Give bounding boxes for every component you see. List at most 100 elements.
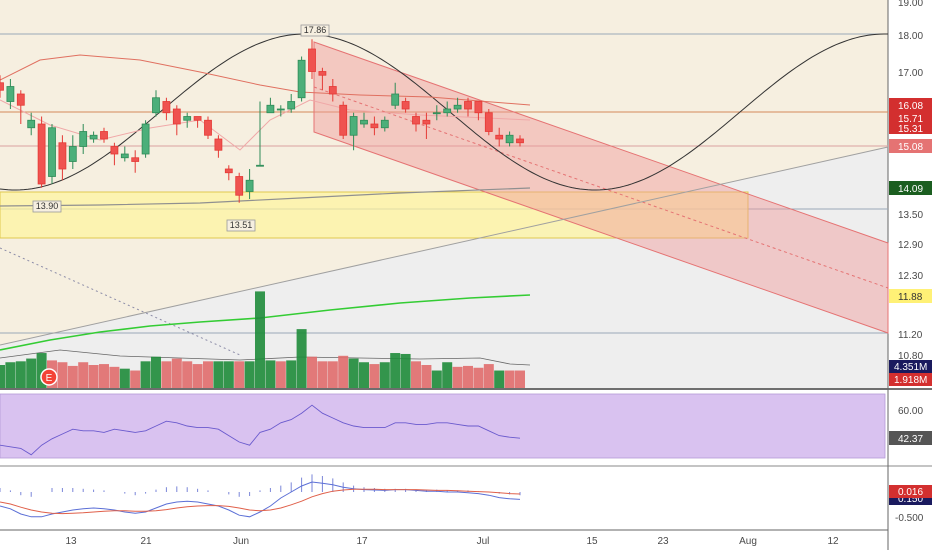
price-tick: 18.00: [898, 31, 923, 42]
support-zone[interactable]: [0, 191, 749, 239]
candle-down[interactable]: [204, 119, 212, 136]
up-trendline[interactable]: [0, 146, 889, 346]
candle-down[interactable]: [401, 101, 410, 110]
candle-down[interactable]: [235, 176, 244, 196]
volume-bar: [151, 356, 161, 388]
candle-down[interactable]: [110, 146, 119, 155]
volume-bar: [203, 361, 213, 388]
candle-down[interactable]: [308, 48, 316, 72]
descending-channel[interactable]: [313, 41, 889, 334]
candle-down[interactable]: [495, 134, 504, 140]
candle-down[interactable]: [172, 108, 181, 125]
candle-up[interactable]: [443, 108, 452, 114]
price-tick: 13.50: [898, 210, 923, 221]
volume-bar: [15, 361, 26, 388]
price-axis[interactable]: 19.00 18.00 17.00 13.50 12.90 12.30 11.2…: [898, 0, 923, 362]
earnings-marker[interactable]: E: [40, 368, 58, 386]
price-badge-14-09: 14.09: [889, 181, 932, 195]
macd-pane-bg: [0, 465, 888, 550]
candle-up[interactable]: [287, 101, 296, 110]
candle-up[interactable]: [27, 119, 36, 129]
candle-up[interactable]: [505, 134, 514, 144]
candle-down[interactable]: [328, 86, 337, 95]
earnings-marker-label: E: [46, 373, 53, 384]
candle-down[interactable]: [516, 138, 524, 144]
volume-bar: [171, 358, 182, 388]
time-tick: 17: [356, 536, 368, 547]
volume-bar: [327, 361, 338, 388]
volume-bar: [78, 362, 89, 388]
candle-up[interactable]: [256, 164, 264, 167]
candle-down[interactable]: [318, 71, 327, 76]
svg-text:15.08: 15.08: [898, 142, 923, 153]
candle-up[interactable]: [297, 59, 306, 99]
candle-up[interactable]: [89, 134, 98, 140]
candle-down[interactable]: [162, 101, 171, 114]
cycle-curve[interactable]: [0, 33, 888, 191]
price-tick: 12.90: [898, 240, 923, 251]
candle-down[interactable]: [37, 123, 46, 185]
time-axis[interactable]: 13 21 Jun 17 Jul 15 23 Aug 12: [65, 536, 839, 547]
price-badge-15-31: 15.31: [889, 122, 932, 135]
candle-down[interactable]: [100, 131, 108, 140]
macd-signal-line: [0, 488, 521, 515]
candle-down[interactable]: [474, 101, 483, 114]
rsi-band: [0, 393, 886, 459]
time-tick: 23: [657, 536, 669, 547]
volume-bar: [213, 361, 224, 388]
candle-down[interactable]: [422, 119, 431, 125]
candle-up[interactable]: [266, 104, 275, 114]
volume-bar: [348, 358, 359, 388]
dotted-downtrend: [0, 247, 241, 356]
candle-up[interactable]: [68, 146, 77, 162]
macd-histogram: [0, 474, 521, 497]
candle-down[interactable]: [339, 104, 348, 136]
candle-down[interactable]: [214, 138, 223, 151]
candle-down[interactable]: [131, 157, 140, 162]
volume-bar: [296, 329, 307, 388]
low1-label: 13.90: [36, 201, 59, 211]
candle-down[interactable]: [224, 168, 233, 174]
volume-bar: [255, 291, 265, 388]
candle-up[interactable]: [120, 153, 129, 159]
candle-up[interactable]: [360, 119, 368, 125]
svg-text:14.09: 14.09: [898, 184, 923, 195]
candle-down[interactable]: [0, 82, 4, 91]
candle-up[interactable]: [245, 179, 254, 192]
time-tick: 15: [586, 536, 598, 547]
low2-annotation: 13.51: [226, 219, 256, 232]
macd-tick: -0.500: [895, 513, 924, 524]
candle-up[interactable]: [141, 123, 150, 155]
candle-up[interactable]: [391, 93, 400, 106]
candle-up[interactable]: [152, 97, 160, 114]
candle-down[interactable]: [484, 112, 493, 132]
candle-down[interactable]: [193, 116, 202, 121]
candle-up[interactable]: [79, 131, 88, 147]
volume-bar: [26, 358, 37, 388]
time-tick: Jun: [233, 536, 249, 547]
candle-up[interactable]: [349, 116, 358, 136]
volume-bar: [317, 361, 328, 388]
candle-down[interactable]: [412, 116, 420, 125]
candle-up[interactable]: [432, 112, 441, 115]
channel-midline: [313, 86, 889, 289]
rsi-tick: 60.00: [898, 406, 923, 417]
volume-bar: [494, 370, 505, 388]
candle-up[interactable]: [183, 116, 192, 121]
candle-down[interactable]: [58, 142, 67, 170]
svg-text:15.71: 15.71: [898, 114, 923, 125]
candle-up[interactable]: [276, 108, 285, 111]
volume-bar: [99, 364, 109, 388]
candle-up[interactable]: [6, 86, 15, 102]
candle-down[interactable]: [464, 101, 472, 110]
candle-down[interactable]: [370, 123, 379, 129]
volume-bar: [359, 362, 369, 388]
candle-up[interactable]: [48, 127, 56, 177]
price-tick: 11.20: [898, 330, 923, 341]
candle-down[interactable]: [16, 93, 25, 106]
time-tick: Aug: [739, 536, 757, 547]
candle-up[interactable]: [380, 119, 389, 129]
svg-text:42.37: 42.37: [898, 434, 923, 445]
candle-up[interactable]: [453, 104, 462, 110]
